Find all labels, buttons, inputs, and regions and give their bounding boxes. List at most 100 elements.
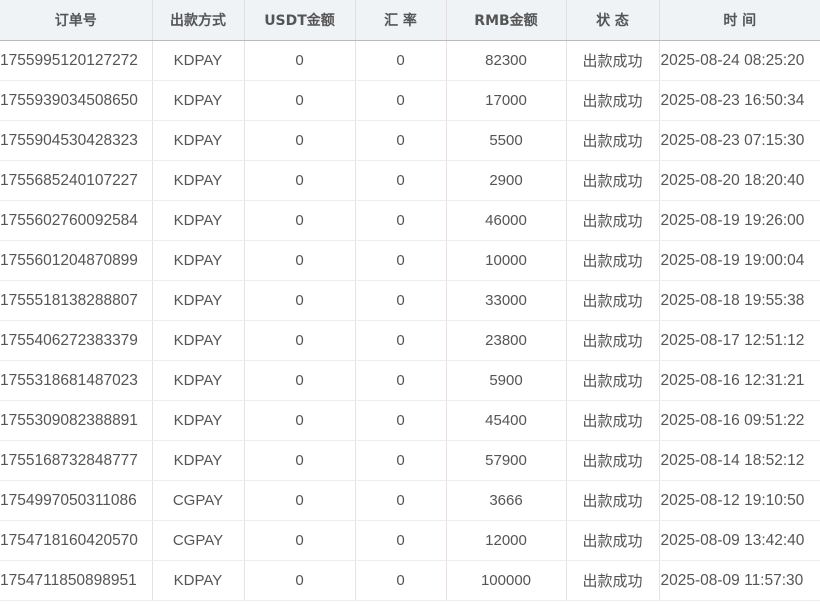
cell-rmb-amount: 45400	[446, 400, 567, 441]
table-row[interactable]: 1754711850898951 KDPAY 0 0 100000 出款成功 2025-08…	[0, 560, 820, 601]
cell-payout-method: CGPAY	[152, 480, 245, 521]
cell-exchange-rate: 0	[355, 120, 447, 161]
cell-usdt-amount: 0	[244, 200, 356, 241]
cell-exchange-rate: 0	[355, 40, 447, 81]
cell-rmb-amount: 5500	[446, 120, 567, 161]
cell-time: 2025-08-20 18:20:40	[659, 160, 820, 201]
cell-rmb-amount: 12000	[446, 520, 567, 561]
table-row[interactable]: 1755168732848777 KDPAY 0 0 57900 出款成功 2025-08-…	[0, 440, 820, 481]
cell-time: 2025-08-12 19:10:50	[659, 480, 820, 521]
table-row[interactable]: 1755601204870899 KDPAY 0 0 10000 出款成功 2025-08-…	[0, 240, 820, 281]
cell-order-id: 1755601204870899	[0, 240, 153, 281]
cell-exchange-rate: 0	[355, 360, 447, 401]
cell-payout-method: KDPAY	[152, 200, 245, 241]
table-row[interactable]: 1754997050311086 CGPAY 0 0 3666 出款成功 2025-08-1…	[0, 480, 820, 521]
header-payout-method[interactable]: 出款方式	[152, 0, 245, 41]
table-row[interactable]: 1755406272383379 KDPAY 0 0 23800 出款成功 2025-08-…	[0, 320, 820, 361]
cell-rmb-amount: 2900	[446, 160, 567, 201]
cell-exchange-rate: 0	[355, 440, 447, 481]
table-row[interactable]: 1755939034508650 KDPAY 0 0 17000 出款成功 2025-08-…	[0, 80, 820, 121]
cell-rmb-amount: 23800	[446, 320, 567, 361]
table-row[interactable]: 1755602760092584 KDPAY 0 0 46000 出款成功 2025-08-…	[0, 200, 820, 241]
cell-order-id: 1755685240107227	[0, 160, 153, 201]
header-time[interactable]: 时 间	[659, 0, 820, 41]
cell-usdt-amount: 0	[244, 40, 356, 81]
cell-rmb-amount: 82300	[446, 40, 567, 81]
cell-rmb-amount: 57900	[446, 440, 567, 481]
cell-payout-method: KDPAY	[152, 440, 245, 481]
cell-usdt-amount: 0	[244, 160, 356, 201]
cell-order-id: 1755939034508650	[0, 80, 153, 121]
cell-status: 出款成功	[566, 400, 660, 441]
cell-time: 2025-08-14 18:52:12	[659, 440, 820, 481]
cell-status: 出款成功	[566, 40, 660, 81]
cell-order-id: 1755318681487023	[0, 360, 153, 401]
cell-usdt-amount: 0	[244, 480, 356, 521]
cell-exchange-rate: 0	[355, 400, 447, 441]
cell-rmb-amount: 10000	[446, 240, 567, 281]
cell-status: 出款成功	[566, 240, 660, 281]
cell-status: 出款成功	[566, 520, 660, 561]
cell-status: 出款成功	[566, 480, 660, 521]
cell-payout-method: KDPAY	[152, 320, 245, 361]
cell-exchange-rate: 0	[355, 520, 447, 561]
cell-status: 出款成功	[566, 280, 660, 321]
cell-rmb-amount: 33000	[446, 280, 567, 321]
table-row[interactable]: 1755309082388891 KDPAY 0 0 45400 出款成功 2025-08-…	[0, 400, 820, 441]
cell-usdt-amount: 0	[244, 280, 356, 321]
header-exchange-rate[interactable]: 汇 率	[355, 0, 447, 41]
cell-exchange-rate: 0	[355, 560, 447, 601]
cell-exchange-rate: 0	[355, 240, 447, 281]
cell-exchange-rate: 0	[355, 160, 447, 201]
cell-rmb-amount: 46000	[446, 200, 567, 241]
table-row[interactable]: 1755318681487023 KDPAY 0 0 5900 出款成功 2025-08-1…	[0, 360, 820, 401]
cell-time: 2025-08-18 19:55:38	[659, 280, 820, 321]
cell-order-id: 1754718160420570	[0, 520, 153, 561]
header-rmb-amount[interactable]: RMB金额	[446, 0, 567, 41]
cell-order-id: 1755995120127272	[0, 40, 153, 81]
cell-usdt-amount: 0	[244, 560, 356, 601]
cell-exchange-rate: 0	[355, 80, 447, 121]
table-row[interactable]: 1755995120127272 KDPAY 0 0 82300 出款成功 2025-08-…	[0, 40, 820, 81]
cell-exchange-rate: 0	[355, 480, 447, 521]
cell-order-id: 1754711850898951	[0, 560, 153, 601]
cell-payout-method: KDPAY	[152, 120, 245, 161]
table-row[interactable]: 1755904530428323 KDPAY 0 0 5500 出款成功 2025-08-2…	[0, 120, 820, 161]
cell-time: 2025-08-09 11:57:30	[659, 560, 820, 601]
cell-rmb-amount: 5900	[446, 360, 567, 401]
cell-time: 2025-08-16 12:31:21	[659, 360, 820, 401]
cell-payout-method: KDPAY	[152, 360, 245, 401]
cell-status: 出款成功	[566, 200, 660, 241]
cell-exchange-rate: 0	[355, 200, 447, 241]
header-usdt-amount[interactable]: USDT金额	[244, 0, 356, 41]
table-row[interactable]: 1755685240107227 KDPAY 0 0 2900 出款成功 2025-08-2…	[0, 160, 820, 201]
cell-usdt-amount: 0	[244, 240, 356, 281]
cell-time: 2025-08-16 09:51:22	[659, 400, 820, 441]
header-status[interactable]: 状 态	[566, 0, 660, 41]
table-row[interactable]: 1754718160420570 CGPAY 0 0 12000 出款成功 2025-08-…	[0, 520, 820, 561]
cell-payout-method: KDPAY	[152, 80, 245, 121]
cell-usdt-amount: 0	[244, 320, 356, 361]
cell-status: 出款成功	[566, 360, 660, 401]
cell-order-id: 1755518138288807	[0, 280, 153, 321]
cell-payout-method: KDPAY	[152, 400, 245, 441]
cell-status: 出款成功	[566, 80, 660, 121]
cell-usdt-amount: 0	[244, 80, 356, 121]
cell-payout-method: KDPAY	[152, 560, 245, 601]
cell-status: 出款成功	[566, 320, 660, 361]
cell-status: 出款成功	[566, 120, 660, 161]
cell-exchange-rate: 0	[355, 280, 447, 321]
cell-usdt-amount: 0	[244, 360, 356, 401]
cell-order-id: 1755406272383379	[0, 320, 153, 361]
table-row[interactable]: 1755518138288807 KDPAY 0 0 33000 出款成功 2025-08-…	[0, 280, 820, 321]
header-order-id[interactable]: 订单号	[0, 0, 153, 41]
cell-order-id: 1755904530428323	[0, 120, 153, 161]
cell-usdt-amount: 0	[244, 520, 356, 561]
cell-exchange-rate: 0	[355, 320, 447, 361]
cell-payout-method: KDPAY	[152, 160, 245, 201]
cell-time: 2025-08-24 08:25:20	[659, 40, 820, 81]
cell-usdt-amount: 0	[244, 400, 356, 441]
cell-payout-method: KDPAY	[152, 240, 245, 281]
cell-status: 出款成功	[566, 560, 660, 601]
